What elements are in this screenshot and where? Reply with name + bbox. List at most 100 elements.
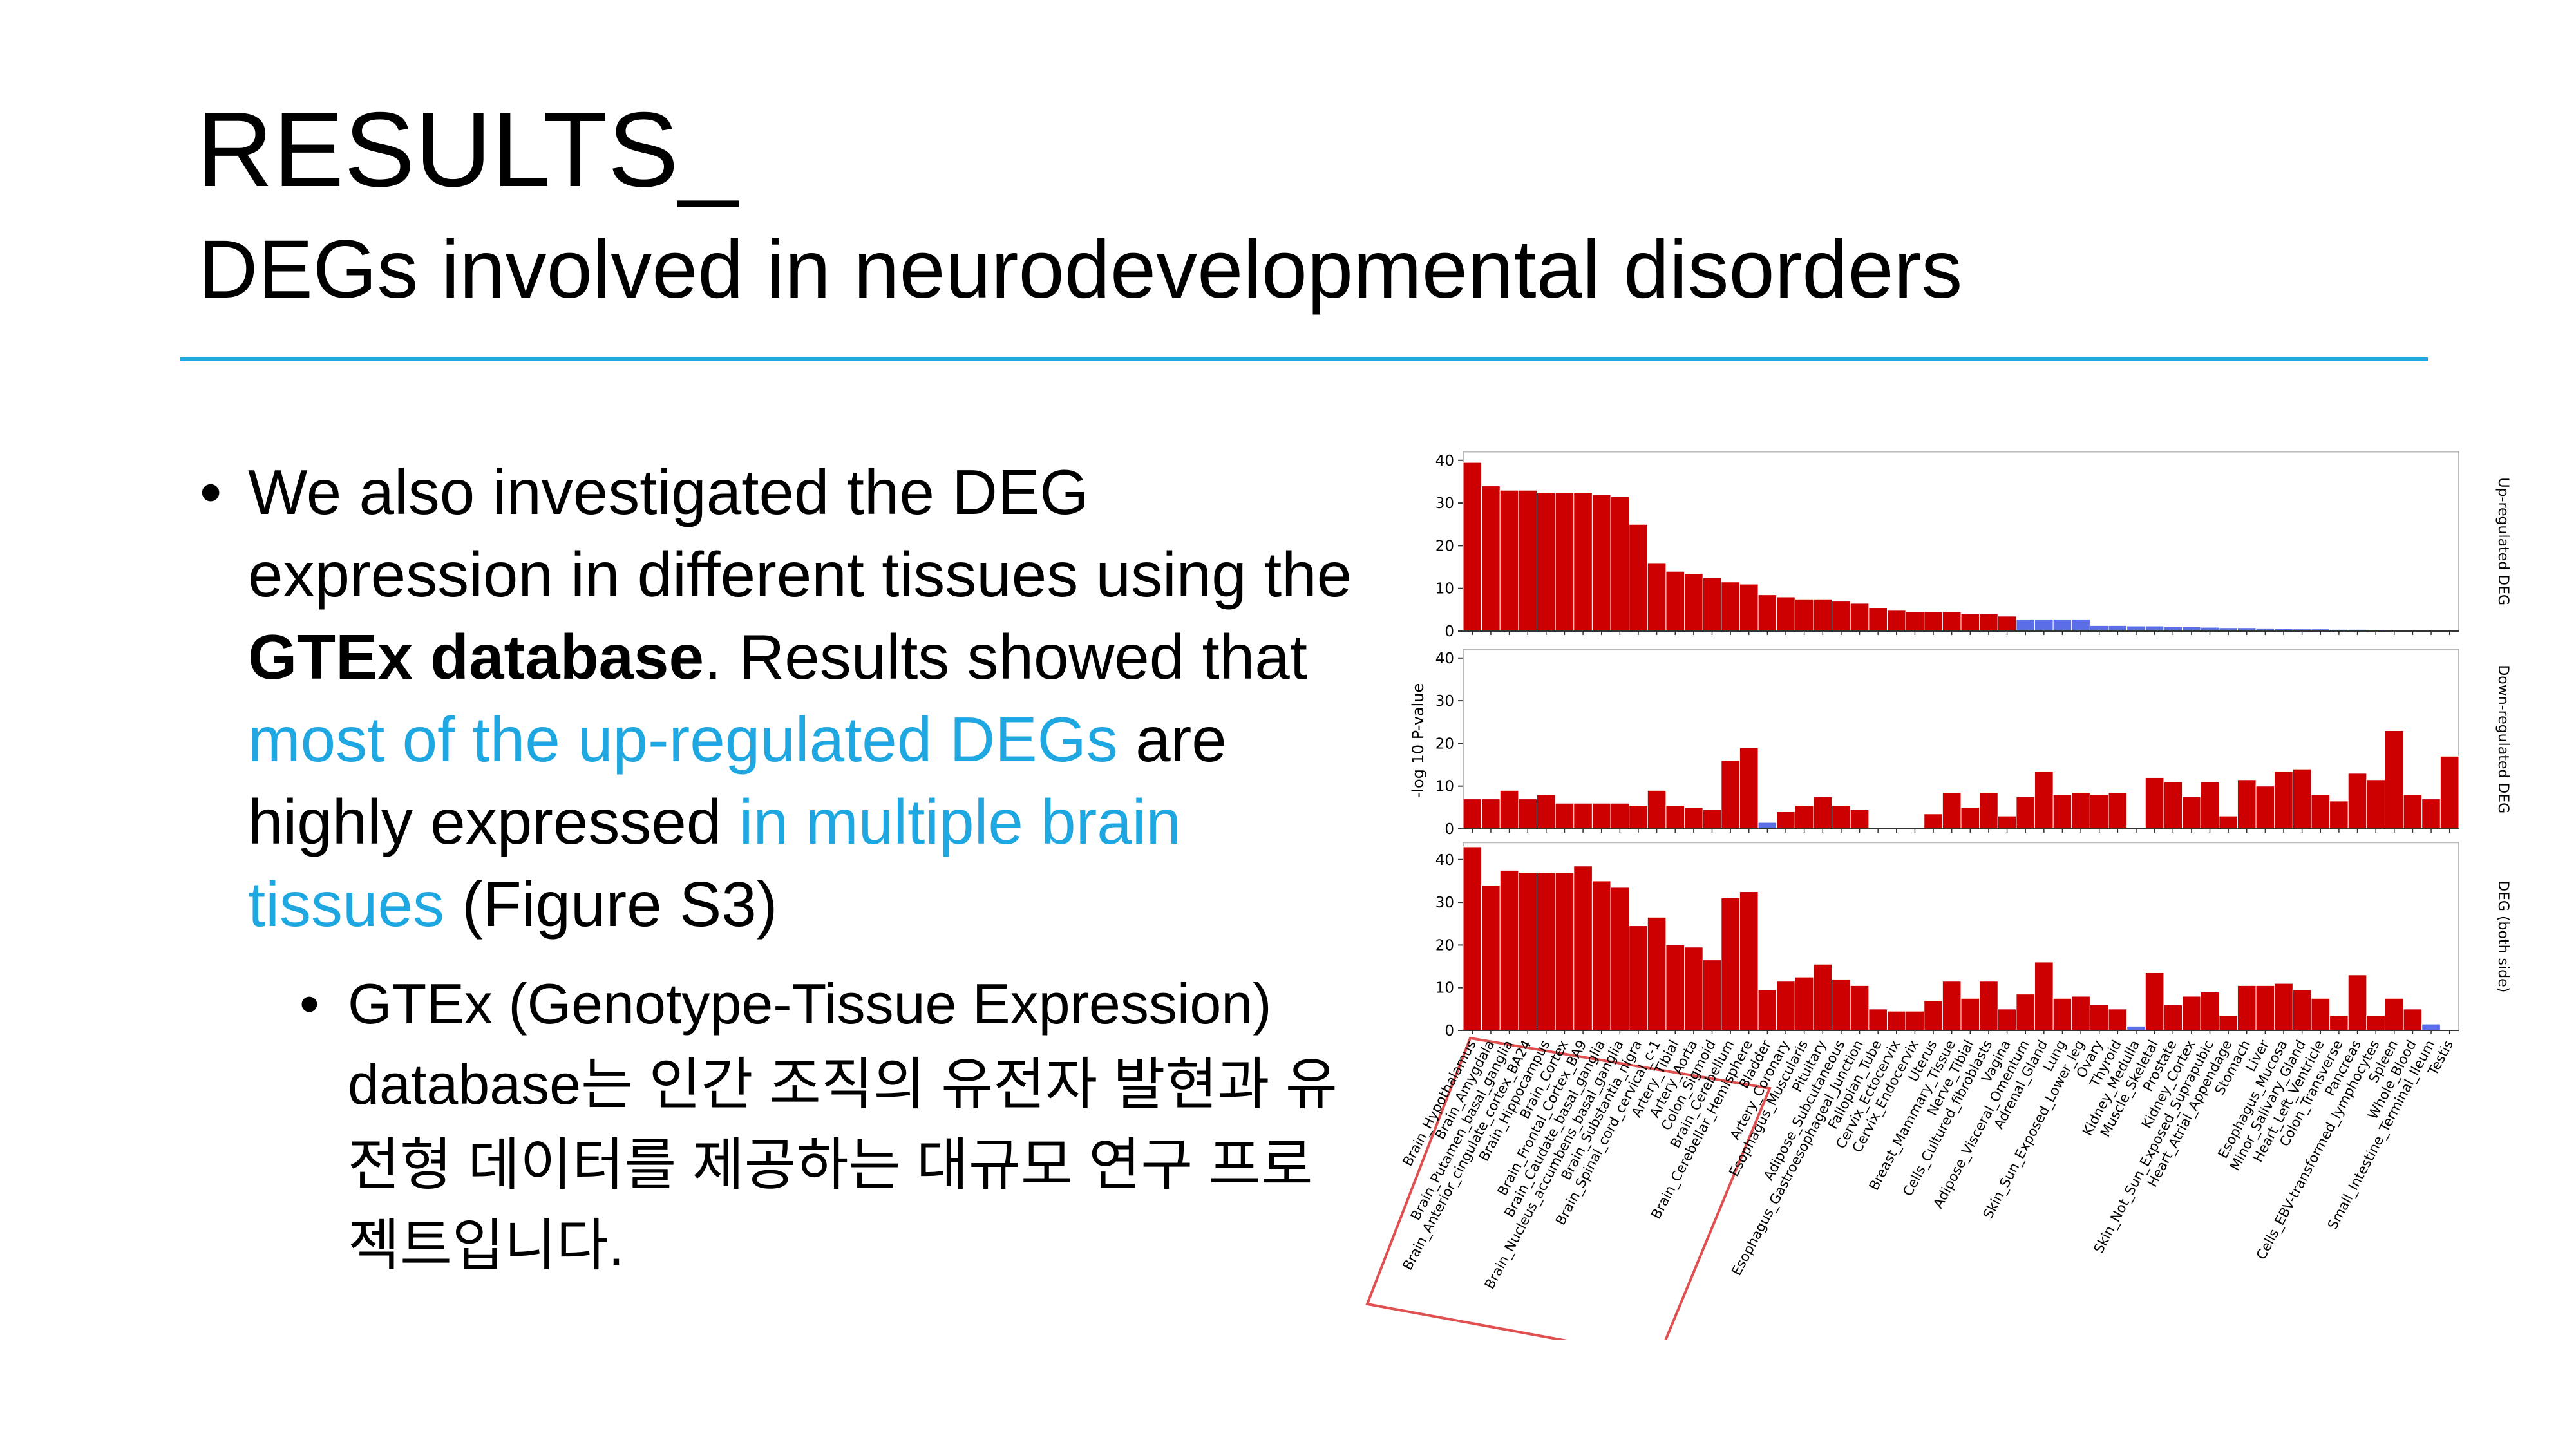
bar bbox=[1573, 492, 1593, 632]
panel-title: DEG (both side) bbox=[2495, 880, 2511, 992]
bar bbox=[1665, 805, 1685, 829]
bar bbox=[1629, 925, 1648, 1031]
bar bbox=[2163, 1004, 2183, 1031]
bar bbox=[2052, 794, 2072, 829]
bar bbox=[2089, 794, 2109, 829]
bar bbox=[1997, 815, 2017, 829]
bar bbox=[2126, 625, 2146, 632]
y-tick-label: 20 bbox=[1435, 538, 1454, 554]
y-tick-label: 0 bbox=[1444, 1023, 1454, 1039]
bar bbox=[1518, 799, 1538, 829]
bar bbox=[1721, 897, 1740, 1031]
bar bbox=[2034, 618, 2054, 632]
bar bbox=[2016, 618, 2036, 632]
bar bbox=[1850, 985, 1870, 1031]
bar bbox=[1942, 611, 1962, 632]
bar bbox=[1555, 492, 1575, 632]
y-tick-label: 30 bbox=[1435, 693, 1454, 710]
bar bbox=[2347, 773, 2367, 829]
bar bbox=[2071, 618, 2090, 632]
bar bbox=[1702, 577, 1722, 632]
bar bbox=[1591, 880, 1611, 1031]
bar bbox=[1573, 866, 1593, 1031]
bar bbox=[2347, 974, 2367, 1031]
bar bbox=[2274, 983, 2293, 1031]
bar bbox=[1591, 802, 1611, 829]
bar bbox=[1684, 573, 1703, 632]
bar bbox=[1813, 963, 1833, 1031]
bar bbox=[1739, 583, 1759, 632]
bar bbox=[1979, 981, 1998, 1031]
bar bbox=[1886, 1010, 1906, 1031]
y-tick-label: 30 bbox=[1435, 895, 1454, 911]
y-axis-label: -log 10 P-value bbox=[1409, 683, 1427, 799]
bar bbox=[1979, 792, 1998, 829]
bullet-text: We also investigated the DEG expression … bbox=[248, 457, 1352, 610]
bar bbox=[2200, 991, 2220, 1031]
bar bbox=[2237, 779, 2257, 829]
bullet-list: We also investigated the DEG expression … bbox=[193, 451, 1385, 1285]
bullet-text: in multiple brain tissues bbox=[248, 786, 1182, 940]
bar bbox=[2089, 1004, 2109, 1031]
bar bbox=[2163, 781, 2183, 829]
bar bbox=[1481, 486, 1501, 632]
bar bbox=[2071, 792, 2090, 829]
bar bbox=[2329, 1015, 2349, 1031]
bar bbox=[1776, 981, 1795, 1031]
bar bbox=[1499, 869, 1519, 1031]
bar bbox=[1537, 794, 1556, 829]
bar bbox=[1850, 809, 1870, 829]
bar bbox=[2439, 755, 2459, 829]
bar bbox=[2255, 985, 2275, 1031]
gtex-figure: 0 10 20 30 40 Up-regulated DEG 0 10 20 30 40 Down-r… bbox=[1365, 412, 2518, 1340]
bar bbox=[1739, 891, 1759, 1031]
bullet-text: (Figure S3) bbox=[444, 869, 778, 940]
bar bbox=[2034, 770, 2054, 829]
bar bbox=[1702, 960, 1722, 1031]
bar bbox=[2311, 998, 2331, 1031]
bar bbox=[2274, 770, 2293, 829]
bar bbox=[1813, 796, 1833, 829]
bar bbox=[2108, 792, 2128, 829]
bar bbox=[2403, 794, 2423, 829]
bullet-text: most of the up-regulated DEGs bbox=[248, 704, 1118, 775]
bar bbox=[2292, 768, 2312, 829]
bar bbox=[1739, 747, 1759, 829]
bar bbox=[1960, 807, 1980, 829]
bar bbox=[1610, 802, 1630, 829]
sub-bullet: GTEx (Genotype-Tissue Expression) databa… bbox=[193, 963, 1359, 1285]
bar bbox=[2421, 1023, 2441, 1031]
bar bbox=[1942, 792, 1962, 829]
bar bbox=[1868, 607, 1888, 632]
bar bbox=[2403, 1009, 2423, 1031]
y-tick-label: 40 bbox=[1435, 650, 1454, 667]
y-tick-label: 30 bbox=[1435, 495, 1454, 512]
bar bbox=[2384, 730, 2404, 829]
y-tick-label: 20 bbox=[1435, 735, 1454, 752]
bar bbox=[1684, 947, 1703, 1031]
bar bbox=[1573, 802, 1593, 829]
bar bbox=[1629, 524, 1648, 632]
bar bbox=[1905, 1010, 1925, 1031]
bar bbox=[1481, 885, 1501, 1031]
bar bbox=[1979, 613, 1998, 632]
bar bbox=[2089, 625, 2109, 632]
bar bbox=[1555, 802, 1575, 829]
bullet-text: are highly expressed bbox=[248, 704, 1227, 857]
bar bbox=[1591, 494, 1611, 632]
bar bbox=[1868, 1009, 1888, 1031]
bar bbox=[1776, 811, 1795, 829]
bar bbox=[1665, 944, 1685, 1031]
bar bbox=[1499, 790, 1519, 829]
bar bbox=[1924, 611, 1943, 632]
bar bbox=[1832, 601, 1851, 632]
bar bbox=[1518, 489, 1538, 632]
bar bbox=[2255, 786, 2275, 829]
bar bbox=[2182, 796, 2201, 829]
bullet-text: . Results showed that bbox=[704, 621, 1307, 692]
bar bbox=[1794, 805, 1814, 829]
slide-subtitle: DEGs involved in neurodevelopmental diso… bbox=[198, 223, 1963, 316]
y-tick-label: 40 bbox=[1435, 453, 1454, 469]
bar bbox=[1481, 799, 1501, 829]
bar bbox=[1832, 805, 1851, 829]
